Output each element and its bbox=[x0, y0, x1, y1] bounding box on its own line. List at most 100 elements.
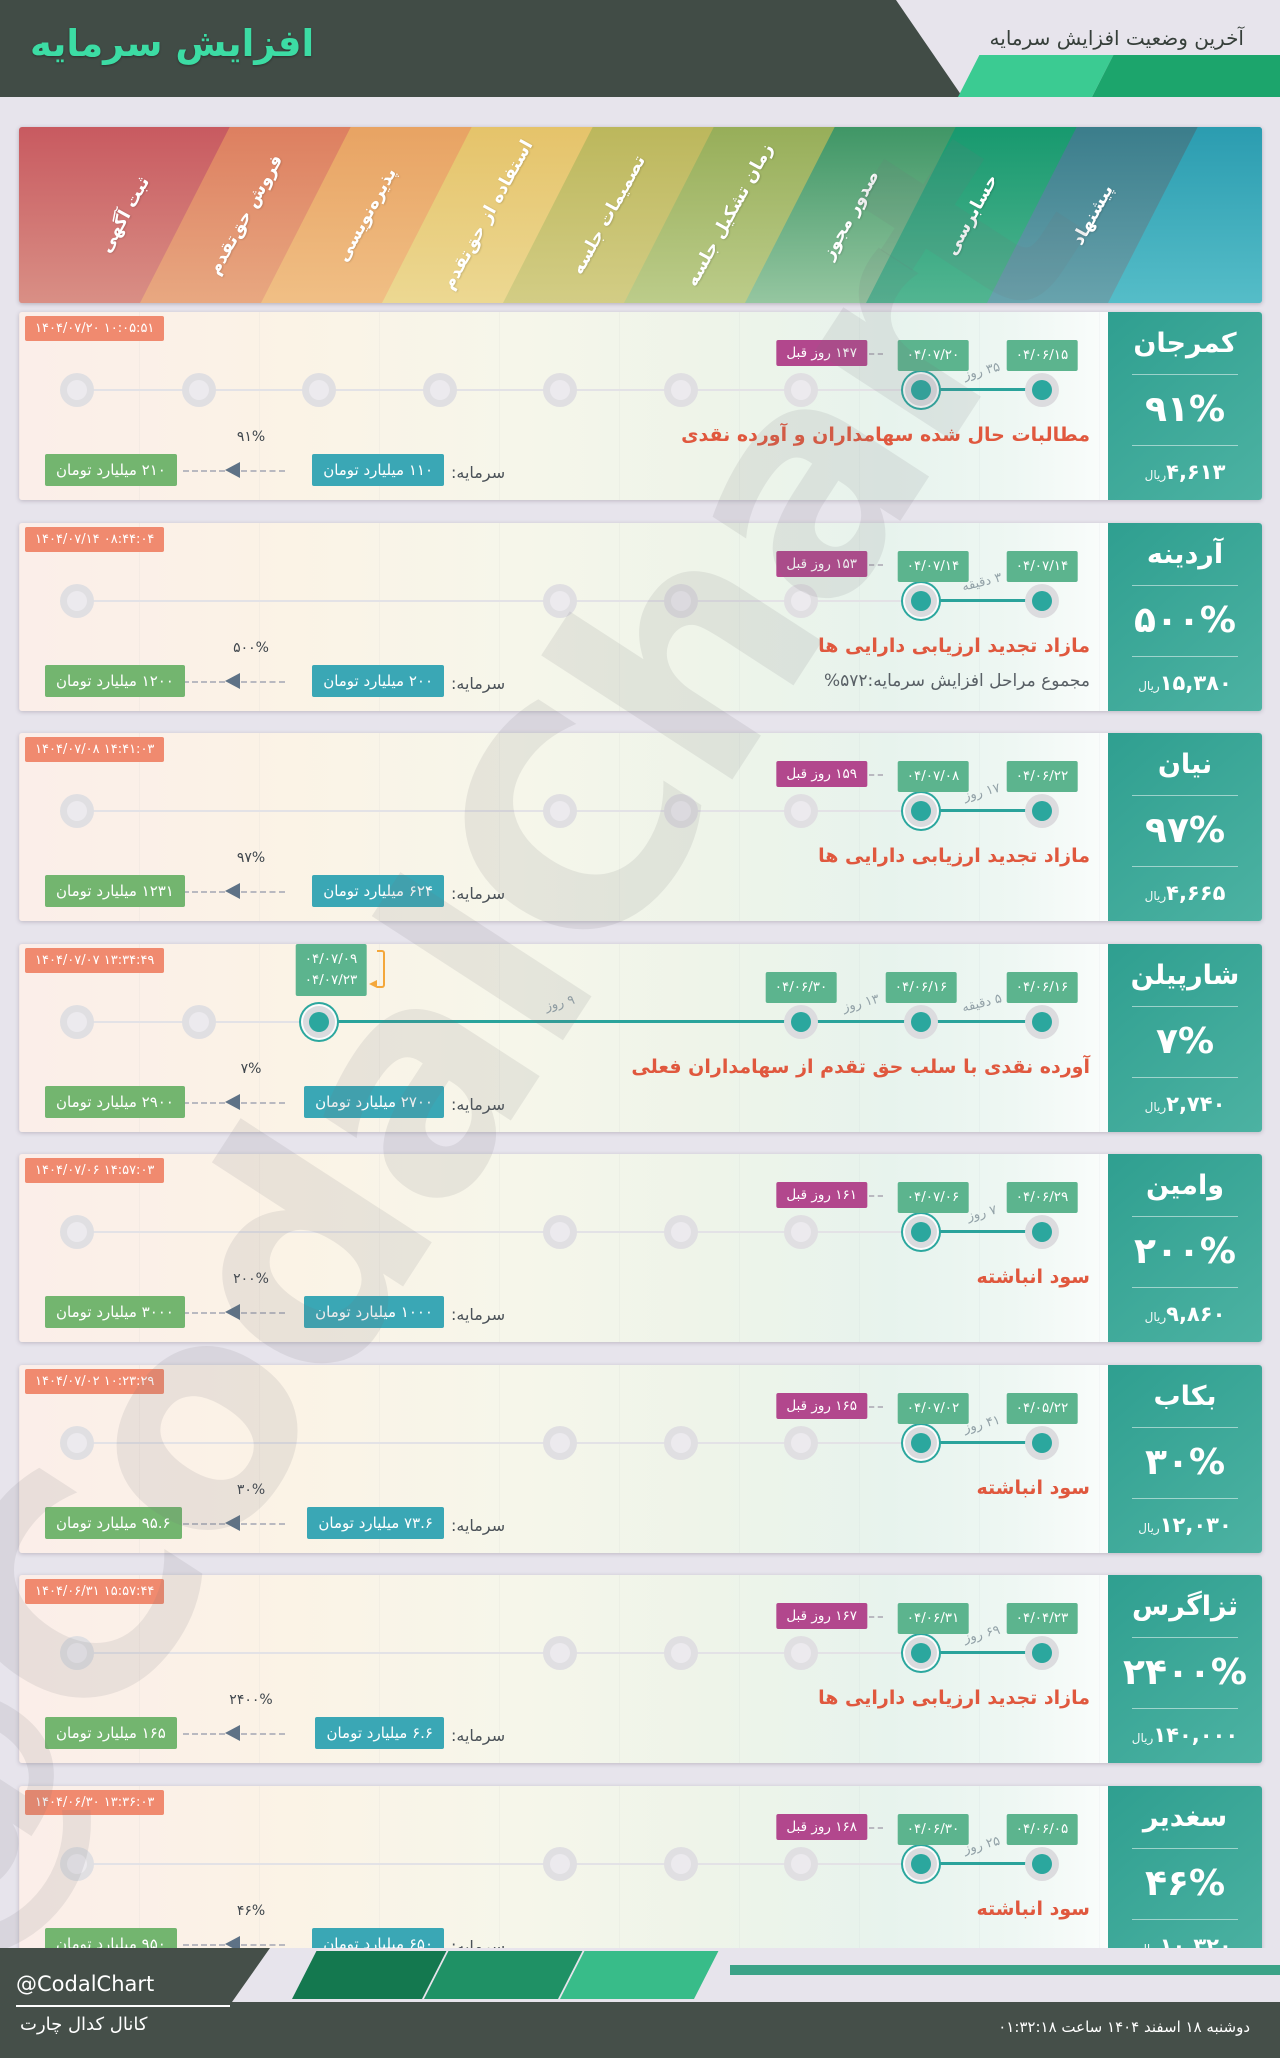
date-line-1: ۰۴/۰۶/۱۵ bbox=[1015, 347, 1069, 363]
company-percent: ۵۰۰% bbox=[1134, 600, 1236, 641]
timeline-dot-inactive bbox=[67, 1433, 87, 1453]
price-value: ۱۵,۳۸۰ bbox=[1159, 671, 1232, 695]
timeline-dot-inactive bbox=[550, 801, 570, 821]
date-badge: ۰۴/۰۶/۲۹ bbox=[1006, 1182, 1078, 1213]
date-range-bracket-arrow bbox=[369, 980, 377, 988]
total-stages-note: مجموع مراحل افزایش سرمایه:۵۷۲% bbox=[823, 671, 1090, 691]
days-ago-badge: ۱۵۹ روز قبل bbox=[776, 761, 867, 787]
date-line-1: ۰۴/۰۷/۱۴ bbox=[1015, 558, 1069, 574]
date-line-1: ۰۴/۰۵/۲۲ bbox=[1015, 1400, 1069, 1416]
capital-dashed-line-left bbox=[183, 470, 225, 472]
capital-dashed-line-right bbox=[241, 1102, 285, 1104]
timestamp-badge: ۱۴۰۴/۰۶/۳۱ ۱۵:۵۷:۴۴ bbox=[25, 1579, 165, 1604]
timeline-dot-inactive bbox=[791, 591, 811, 611]
capital-to-badge: ۱۶۵ میلیارد تومان bbox=[45, 1717, 177, 1749]
timeline-dot-inactive bbox=[671, 1433, 691, 1453]
company-percent: ۷% bbox=[1155, 1021, 1215, 1062]
capital-dashed-line-left bbox=[183, 891, 225, 893]
company-price: ۴,۶۱۳ریال bbox=[1145, 460, 1226, 484]
capital-to-badge: ۹۵.۶ میلیارد تومان bbox=[45, 1507, 182, 1539]
date-line-1: ۰۴/۰۶/۳۰ bbox=[906, 1821, 960, 1837]
capital-label: سرمایه: bbox=[451, 1095, 506, 1114]
ago-connector-dashed bbox=[869, 1195, 883, 1197]
company-percent: ۴۶% bbox=[1145, 1863, 1226, 1904]
price-value: ۲,۷۴۰ bbox=[1166, 1092, 1226, 1116]
price-unit: ریال bbox=[1144, 1310, 1167, 1324]
timeline-dot-current bbox=[911, 1643, 931, 1663]
company-card: ۱۴۰۴/۰۷/۰۷ ۱۳:۳۴:۴۹ ۰۴/۰۶/۱۶ ۰۴/۰۶/۱۶ ۰۴/۰۶… bbox=[19, 944, 1262, 1132]
panel-divider bbox=[1132, 444, 1238, 446]
capital-from-badge: ۱۱۰ میلیارد تومان bbox=[312, 454, 444, 486]
timeline-dot-current bbox=[911, 591, 931, 611]
price-unit: ریال bbox=[1131, 1731, 1154, 1745]
timeline-dot-inactive bbox=[189, 1012, 209, 1032]
date-line-1: ۰۴/۰۷/۰۸ bbox=[906, 768, 960, 784]
header-dark-band bbox=[0, 0, 963, 97]
days-ago-badge: ۱۶۷ روز قبل bbox=[776, 1603, 867, 1629]
timeline-dot-inactive bbox=[550, 1854, 570, 1874]
timeline-active-line bbox=[921, 1862, 1042, 1865]
company-percent: ۲۴۰۰% bbox=[1123, 1652, 1247, 1693]
capital-dashed-line-right bbox=[241, 470, 285, 472]
capital-dashed-line-left bbox=[183, 1102, 225, 1104]
panel-divider bbox=[1132, 1847, 1238, 1849]
timeline-dot-done bbox=[1032, 1012, 1052, 1032]
date-line-1: ۰۴/۰۷/۱۴ bbox=[906, 558, 960, 574]
capital-label: سرمایه: bbox=[451, 1516, 506, 1535]
price-value: ۹,۸۶۰ bbox=[1166, 1302, 1226, 1326]
ago-connector-dashed bbox=[869, 1406, 883, 1408]
capital-label: سرمایه: bbox=[451, 1305, 506, 1324]
ago-connector-dashed bbox=[869, 353, 883, 355]
company-percent: ۹۱% bbox=[1145, 389, 1226, 430]
company-name: ثزاگرس bbox=[1132, 1591, 1238, 1622]
footer-chevron-1 bbox=[292, 1951, 447, 1999]
header-subtitle: آخرین وضعیت افزایش سرمایه bbox=[989, 26, 1244, 50]
date-badge: ۰۴/۰۷/۰۲ bbox=[897, 1393, 969, 1424]
ago-connector-dashed bbox=[869, 1827, 883, 1829]
timeline-dot-done bbox=[1032, 380, 1052, 400]
increase-method-text: مازاد تجدید ارزیابی دارایی ها bbox=[818, 845, 1090, 867]
company-name: سغدیر bbox=[1142, 1802, 1228, 1833]
date-badge: ۰۴/۰۷/۰۸ bbox=[897, 761, 969, 792]
timeline-dot-inactive bbox=[189, 380, 209, 400]
increase-method-text: مازاد تجدید ارزیابی دارایی ها bbox=[818, 1687, 1090, 1709]
company-name: شارپیلن bbox=[1130, 960, 1240, 991]
capital-increase-percent: ۲۰۰% bbox=[233, 1271, 269, 1287]
increase-method-text: آورده نقدی با سلب حق تقدم از سهامداران ف… bbox=[631, 1056, 1090, 1078]
timeline-dot-inactive bbox=[671, 591, 691, 611]
company-percent: ۹۷% bbox=[1145, 810, 1226, 851]
days-ago-badge: ۱۶۱ روز قبل bbox=[776, 1182, 867, 1208]
duration-label: ۹ روز bbox=[543, 992, 577, 1015]
capital-arrow-icon bbox=[225, 462, 240, 478]
date-range-bracket bbox=[377, 950, 385, 988]
timeline-dot-done bbox=[791, 1012, 811, 1032]
company-panel: نیان ۹۷% ۴,۶۶۵ریال bbox=[1108, 733, 1262, 921]
panel-divider bbox=[1132, 865, 1238, 867]
timeline-dot-current bbox=[911, 1433, 931, 1453]
panel-divider bbox=[1132, 1426, 1238, 1428]
timeline-dot-inactive bbox=[671, 801, 691, 821]
date-badge: ۰۴/۰۶/۳۱ bbox=[897, 1603, 969, 1634]
company-price: ۱۵,۳۸۰ریال bbox=[1138, 671, 1232, 695]
date-line-1: ۰۴/۰۷/۰۶ bbox=[906, 1189, 960, 1205]
timeline-active-line bbox=[921, 599, 1042, 602]
page-title: افزایش سرمایه bbox=[30, 22, 315, 65]
increase-method-text: سود انباشته bbox=[976, 1266, 1090, 1288]
timestamp-badge: ۱۴۰۴/۰۷/۰۸ ۱۴:۴۱:۰۳ bbox=[25, 737, 165, 762]
company-percent: ۳۰% bbox=[1145, 1442, 1226, 1483]
company-card: ۱۴۰۴/۰۷/۲۰ ۱۰:۰۵:۵۱ ۰۴/۰۶/۱۵ ۰۴/۰۷/۲۰ ۱۴۷ ر… bbox=[19, 312, 1262, 500]
footer: @CodalChart کانال کدال چارت دوشنبه ۱۸ اس… bbox=[0, 1948, 1280, 2058]
increase-method-text: مازاد تجدید ارزیابی دارایی ها bbox=[818, 635, 1090, 657]
header-accent-dark bbox=[1092, 55, 1280, 97]
panel-divider bbox=[1132, 373, 1238, 375]
date-line-1: ۰۴/۰۶/۱۶ bbox=[894, 979, 948, 995]
date-line-1: ۰۴/۰۶/۳۰ bbox=[774, 979, 828, 995]
timeline-dot-inactive bbox=[67, 1222, 87, 1242]
duration-label: ۱۳ روز bbox=[841, 991, 881, 1016]
capital-to-badge: ۲۹۰۰ میلیارد تومان bbox=[45, 1086, 185, 1118]
capital-label: سرمایه: bbox=[451, 674, 506, 693]
capital-to-badge: ۱۲۰۰ میلیارد تومان bbox=[45, 665, 185, 697]
timeline-dot-inactive bbox=[791, 1433, 811, 1453]
footer-datetime: دوشنبه ۱۸ اسفند ۱۴۰۴ ساعت ۰۱:۳۲:۱۸ bbox=[998, 2018, 1250, 2036]
